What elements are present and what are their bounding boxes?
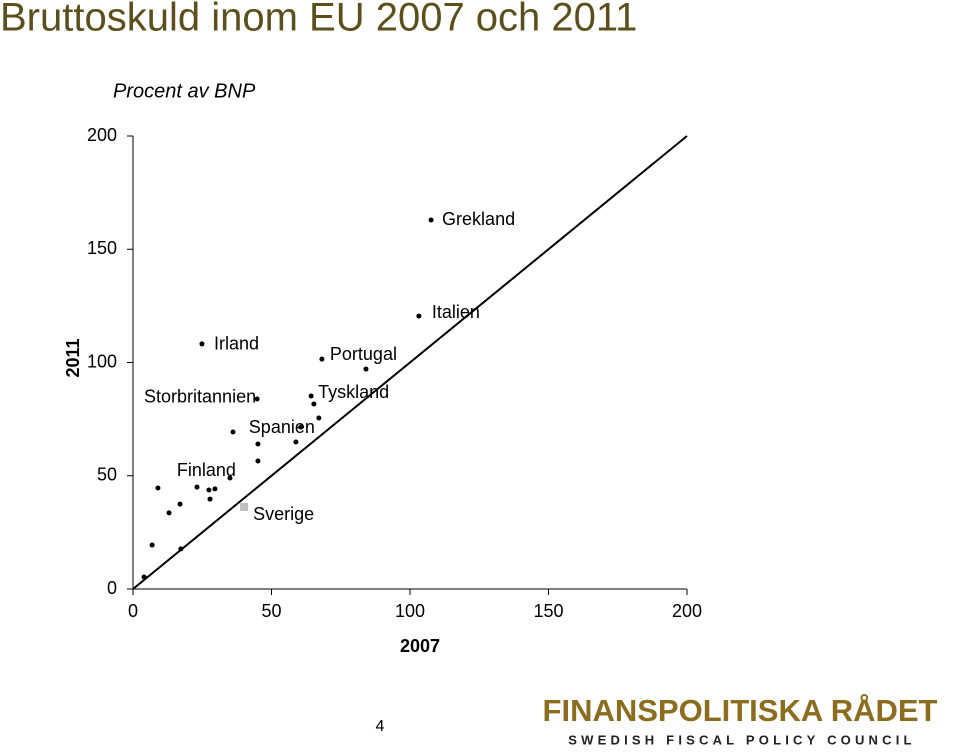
point — [363, 366, 369, 372]
x-tick-label: 0 — [128, 601, 138, 621]
point — [149, 542, 155, 548]
point-label: Spanien — [249, 417, 315, 437]
page-number: 4 — [376, 718, 385, 735]
logo-subtitle: SWEDISH FISCAL POLICY COUNCIL — [568, 732, 915, 747]
point — [255, 441, 261, 447]
point — [178, 546, 184, 552]
point — [230, 429, 236, 435]
point — [199, 341, 205, 347]
x-tick-label: 150 — [533, 601, 563, 621]
y-tick-label: 50 — [97, 465, 117, 485]
point-label: Storbritannien — [144, 387, 256, 407]
x-axis-label: 2007 — [400, 636, 440, 656]
point — [177, 501, 183, 507]
logo-title: FINANSPOLITISKA RÅDET — [543, 693, 938, 728]
point-label: Portugal — [330, 344, 397, 364]
chart-subtitle: Procent av BNP — [113, 80, 256, 102]
point — [254, 396, 260, 402]
y-axis-label: 2011 — [63, 338, 83, 377]
y-tick-label: 100 — [87, 351, 117, 371]
point — [194, 484, 200, 490]
point-label: Finland — [177, 460, 236, 480]
point-label: Tyskland — [318, 382, 389, 402]
point — [308, 393, 314, 399]
point — [255, 458, 261, 464]
point — [428, 217, 434, 223]
point-label: Grekland — [442, 209, 515, 229]
point — [166, 510, 172, 516]
point-label: Irland — [214, 334, 259, 354]
point — [416, 313, 422, 319]
point — [206, 487, 212, 493]
point-label: Sverige — [253, 504, 314, 524]
point — [316, 415, 322, 421]
point-label: Italien — [432, 302, 480, 322]
point — [141, 574, 147, 580]
chart-title: Bruttoskuld inom EU 2007 och 2011 — [0, 0, 637, 40]
point — [207, 496, 213, 502]
reference-line — [132, 135, 688, 590]
point — [293, 439, 299, 445]
point — [212, 486, 218, 492]
x-tick-label: 50 — [261, 601, 281, 621]
x-tick-label: 200 — [672, 601, 702, 621]
point — [311, 401, 317, 407]
y-tick-label: 0 — [107, 578, 117, 598]
y-tick-label: 200 — [87, 125, 117, 145]
point — [240, 503, 249, 512]
point — [155, 485, 161, 491]
point — [298, 424, 304, 430]
x-tick-label: 100 — [395, 601, 425, 621]
y-tick-label: 150 — [87, 238, 117, 258]
point — [319, 356, 325, 362]
point — [227, 475, 233, 481]
